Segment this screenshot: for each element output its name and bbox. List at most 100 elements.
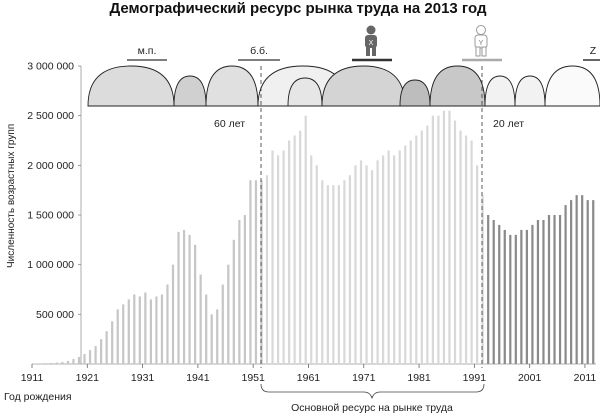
bar-1977 [398,150,401,364]
bar-1921 [88,350,92,364]
bar-2004 [547,215,551,364]
bar-1971 [365,165,368,364]
bar-1993 [487,215,490,364]
bar-1912 [39,363,42,365]
y-ticks: 500 000 1 000 000 1 500 000 2 000 000 2 500 … [27,61,81,321]
x-tick-label: 1971 [352,372,376,384]
bar-1947 [232,239,235,364]
bar-1963 [321,180,324,364]
bar-1988 [459,130,462,364]
bar-1911 [33,363,36,365]
bar-1935 [166,284,169,364]
x-tick-label: 1951 [241,372,265,384]
bar-2010 [581,195,584,364]
bar-1923 [100,339,103,364]
chart-title: Демографический ресурс рынка труда на 20… [110,0,487,17]
bar-1915 [55,362,58,364]
bar-1916 [61,362,64,364]
bar-2007 [564,205,567,364]
bar-1950 [249,180,252,364]
bar-1939 [188,234,191,364]
bar-1978 [404,145,407,364]
bar-1927 [122,304,125,364]
bar-1985 [442,110,446,364]
label-20: 20 лет [493,118,524,130]
bar-1938 [182,229,186,364]
bar-1918 [72,359,75,364]
bar-1919 [77,357,81,364]
bar-1972 [370,170,374,364]
x-tick-label: 1981 [407,372,431,384]
bar-1992 [481,195,484,364]
bar-1959 [299,130,302,364]
generation-arc [484,75,516,107]
bar-1994 [492,219,495,364]
x-tick-label: 1961 [297,372,321,384]
x-tick-label: 1931 [131,372,155,384]
generation-arc [544,65,600,107]
bar-1997 [509,234,512,364]
y-tick-label: 3 000 000 [27,61,74,73]
bar-1987 [453,120,457,364]
bar-1948 [238,219,241,364]
svg-text:Y: Y [479,40,484,47]
generation-arc [287,77,323,107]
y-tick-label: 2 500 000 [27,110,74,122]
bar-2005 [553,215,556,364]
bracket-label: Основной ресурс на рынке труда [291,402,453,414]
bar-1964 [326,185,329,364]
bar-1981 [420,130,423,364]
bar-1965 [332,185,335,364]
bar-2000 [525,229,528,364]
bar-1983 [431,115,434,365]
bar-1999 [520,229,523,364]
bar-2001 [531,224,534,364]
generation-arc [321,65,406,107]
bar-1951 [254,180,258,364]
bar-1936 [171,264,175,364]
bar-1946 [227,264,230,364]
bar-1934 [160,294,164,364]
bar-1990 [470,140,473,364]
bar-2009 [575,195,578,364]
bar-1929 [133,294,136,364]
x-tick-label: 2011 [574,372,597,384]
bar-1933 [155,296,158,364]
bar-1996 [503,229,506,364]
bar-1945 [221,284,224,364]
bar-1932 [149,299,152,364]
bar-1940 [194,244,197,364]
bar-1989 [464,135,468,364]
generation-arc [514,75,546,107]
svg-text:X: X [369,40,374,47]
bracket [260,383,485,400]
bar-1982 [426,125,429,364]
bar-1928 [127,299,130,364]
bar-1930 [138,296,141,364]
bar-2006 [558,215,562,364]
bar-1913 [44,363,47,364]
y-tick-label: 2 000 000 [27,160,74,172]
bar-1942 [205,294,208,364]
bar-1975 [387,150,390,364]
bar-1958 [293,135,296,364]
bar-1954 [271,150,274,364]
bar-1941 [199,274,202,364]
bar-2011 [586,200,589,364]
generation-arcs [87,65,600,107]
y-tick-label: 1 500 000 [27,210,74,222]
bar-1991 [476,165,479,364]
gen-label-z: Z [590,45,597,57]
bar-1980 [415,135,418,364]
bar-1974 [382,155,385,364]
x-ticks: 1911 1921 1931 1941 1951 1961 1971 1981 1991 2001… [21,364,597,384]
bar-1970 [359,160,363,364]
bar-1968 [348,175,352,364]
x-tick-label: 2001 [518,372,542,384]
bar-1976 [393,155,396,364]
x-tick-label: 1911 [21,372,44,384]
bar-1926 [116,309,119,364]
bar-1984 [437,115,440,365]
bar-2008 [570,200,573,364]
